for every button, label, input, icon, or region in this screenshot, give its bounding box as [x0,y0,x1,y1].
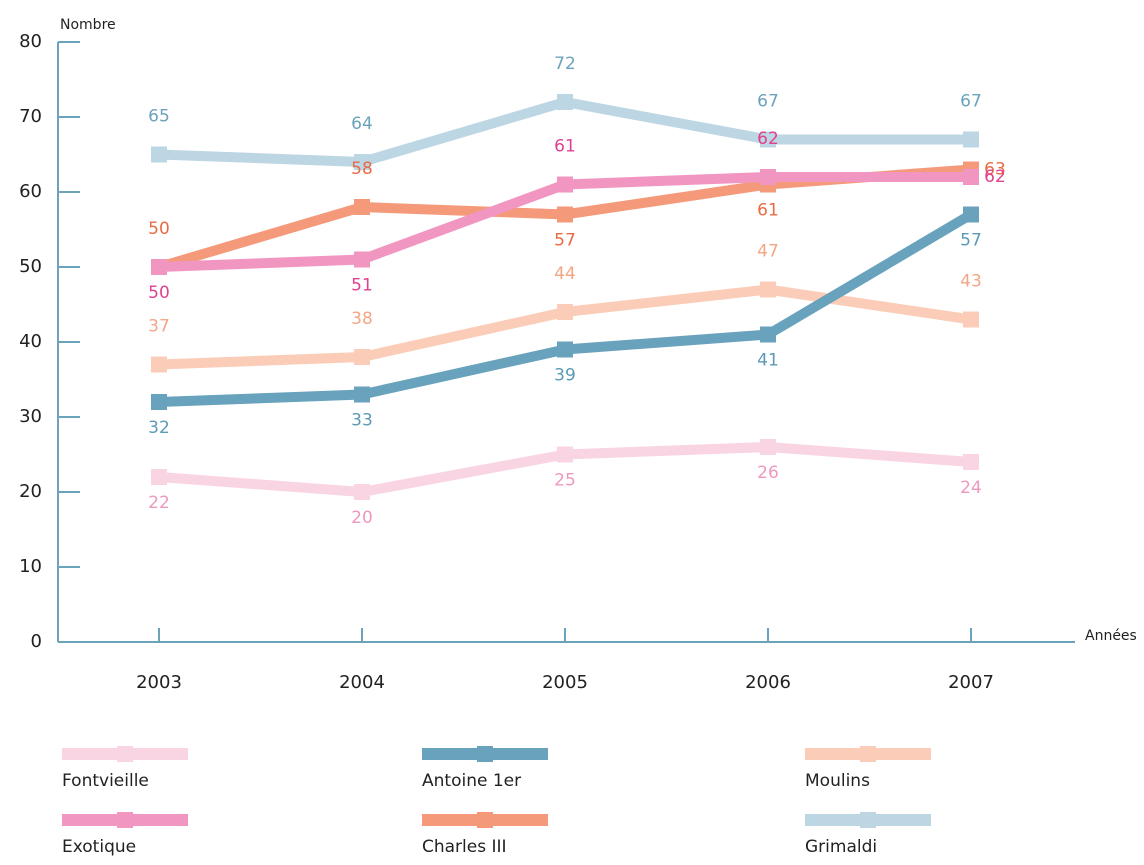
value-label: 38 [351,309,373,329]
marker [151,469,167,485]
y-tick-label: 70 [19,106,42,127]
legend-label: Moulins [805,771,870,791]
value-label: 22 [148,493,170,513]
value-label: 26 [757,463,779,483]
value-label: 62 [984,167,1006,187]
legend-marker [477,812,493,828]
marker [151,259,167,275]
y-tick-label: 80 [19,31,42,52]
value-label: 44 [554,264,576,284]
value-label: 63 [984,160,1006,180]
marker [557,176,573,193]
value-label: 32 [148,418,170,438]
y-tick-label: 20 [19,481,42,502]
x-tick-label: 2007 [948,672,994,693]
marker [963,131,979,148]
legend-label: Fontvieille [62,771,149,791]
value-label: 58 [351,159,373,179]
marker [557,341,573,358]
marker [760,439,776,455]
marker [760,169,776,185]
value-label: 64 [351,114,373,134]
marker [557,446,573,463]
value-label: 24 [960,478,982,498]
marker [354,349,370,365]
marker [760,281,776,298]
legend-marker [860,812,876,828]
marker [354,484,370,500]
marker [354,386,370,403]
x-tick-label: 2005 [542,672,588,693]
legend-label: Exotique [62,837,136,857]
legend-label: Grimaldi [805,837,877,857]
value-label: 57 [554,231,576,251]
marker [151,356,167,373]
value-label: 41 [757,351,779,371]
y-tick-label: 50 [19,256,42,277]
value-label: 67 [960,92,982,112]
marker [151,146,167,163]
value-label: 39 [554,366,576,386]
y-tick-label: 40 [19,331,42,352]
marker [963,454,979,470]
legend-marker [117,812,133,828]
y-tick-label: 0 [31,631,42,652]
value-label: 20 [351,508,373,528]
legend-label: Charles III [422,837,507,857]
value-label: 62 [757,129,779,149]
y-axis-label: Nombre [60,17,116,33]
value-label: 47 [757,242,779,262]
value-label: 61 [757,201,779,221]
value-label: 72 [554,54,576,74]
y-tick-label: 60 [19,181,42,202]
y-tick-label: 30 [19,406,42,427]
marker [557,94,573,110]
marker [963,169,979,185]
value-label: 50 [148,219,170,239]
value-label: 61 [554,137,576,157]
marker [354,199,370,215]
x-tick-label: 2003 [136,672,182,693]
value-label: 43 [960,272,982,292]
marker [760,326,776,343]
value-label: 51 [351,276,373,296]
value-label: 65 [148,107,170,127]
marker [557,304,573,320]
marker [963,311,979,328]
y-tick-label: 10 [19,556,42,577]
marker [354,154,370,170]
marker [760,131,776,148]
value-label: 67 [757,92,779,112]
x-axis-label: Années [1085,628,1137,644]
value-label: 25 [554,471,576,491]
value-label: 50 [148,283,170,303]
marker [354,251,370,268]
legend-label: Antoine 1er [422,771,521,791]
x-tick-label: 2004 [339,672,385,693]
marker [963,206,979,223]
marker [557,206,573,223]
x-tick-label: 2006 [745,672,791,693]
value-label: 37 [148,317,170,337]
legend-marker [477,746,493,762]
marker [151,394,167,410]
legend-marker [117,746,133,762]
value-label: 57 [960,231,982,251]
value-label: 33 [351,411,373,431]
legend-marker [860,746,876,762]
